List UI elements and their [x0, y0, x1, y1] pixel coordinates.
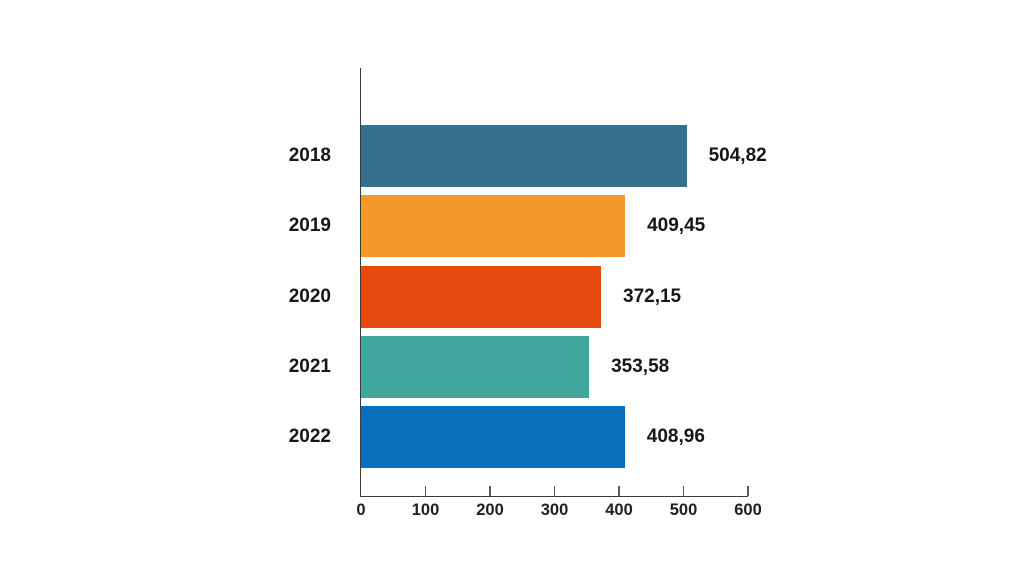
- value-label: 408,96: [646, 426, 705, 447]
- bar-row: 2020 372,15: [289, 266, 748, 328]
- x-axis-tick-label: 0: [356, 501, 366, 519]
- x-axis-tick-label: 600: [734, 501, 762, 519]
- category-label: 2022: [288, 426, 331, 447]
- bar-2020: [361, 266, 601, 328]
- bar-2022: [361, 406, 625, 468]
- bar-row: 2018 504,82: [289, 125, 767, 187]
- bar-2018: [361, 125, 687, 187]
- value-label: 353,58: [611, 356, 670, 377]
- x-axis-tick: [747, 486, 749, 496]
- x-axis-tick-label: 100: [411, 501, 440, 519]
- value-label: 504,82: [708, 145, 767, 166]
- x-axis-tick-label: 400: [605, 501, 633, 519]
- category-label: 2019: [288, 215, 331, 236]
- bar-2021: [361, 336, 590, 398]
- category-label: 2020: [288, 286, 331, 307]
- category-label: 2021: [288, 356, 331, 377]
- x-axis-tick-label: 500: [669, 501, 698, 519]
- x-axis-tick: [618, 486, 620, 496]
- plot-area: 2018 504,82 2019 409,45 2020 372,15 2021 353,58…: [289, 68, 767, 519]
- x-axis-tick: [553, 486, 556, 496]
- value-label: 372,15: [623, 286, 682, 307]
- category-label: 2018: [288, 145, 331, 166]
- bar-row: 2022 408,96: [289, 406, 748, 468]
- bar-row: 2021 353,58: [289, 336, 748, 398]
- x-axis-tick-label: 200: [476, 501, 504, 519]
- x-axis-tick: [489, 486, 491, 496]
- x-axis-tick: [424, 486, 427, 496]
- bar-row: 2019 409,45: [289, 195, 748, 257]
- x-axis-tick-label: 300: [540, 501, 569, 519]
- value-label: 409,45: [647, 215, 706, 236]
- bar-2019: [361, 195, 626, 257]
- x-axis-tick: [682, 486, 685, 496]
